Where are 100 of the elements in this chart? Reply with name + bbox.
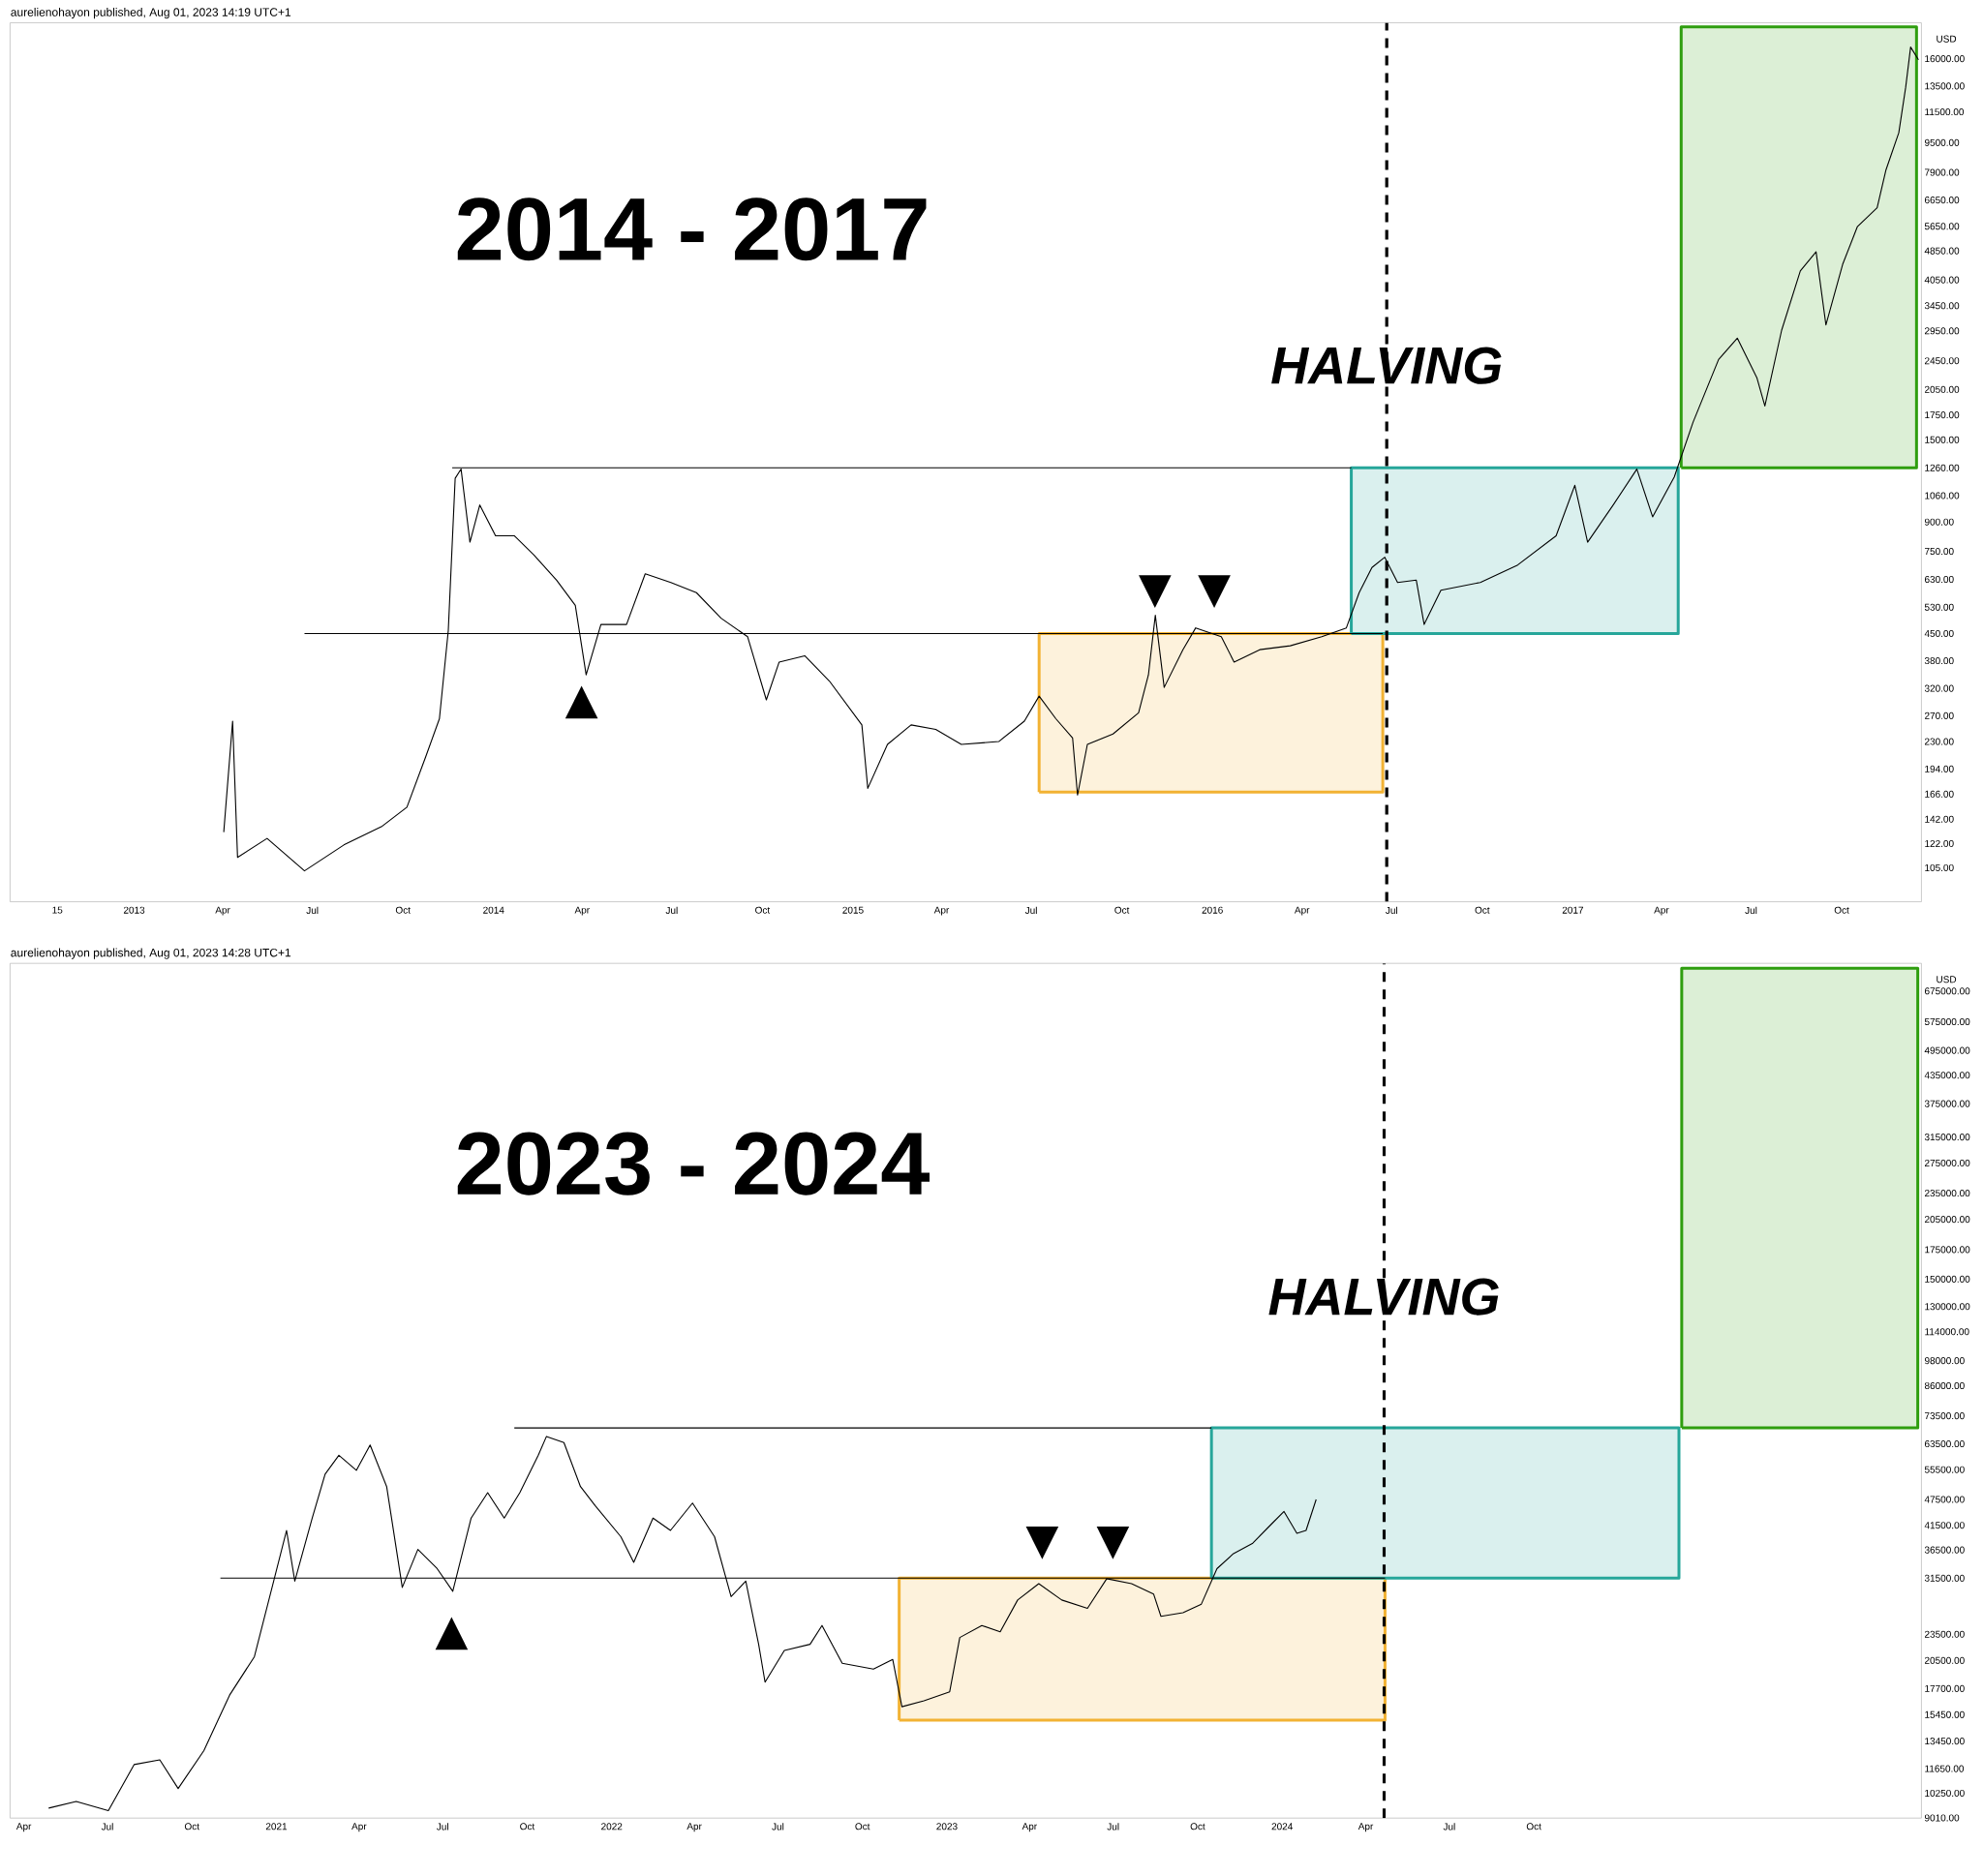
x-tick-label: Jul xyxy=(665,906,678,914)
annotation: ▼ xyxy=(1025,1526,1059,1559)
y-tick-label: 122.00 xyxy=(1925,839,1954,848)
x-tick-label: Oct xyxy=(520,1823,535,1831)
annotation: ▼ xyxy=(1139,575,1172,608)
y-tick-label: 2050.00 xyxy=(1925,385,1960,393)
y-tick-label: 41500.00 xyxy=(1924,1522,1965,1529)
y-tick-label: 450.00 xyxy=(1924,629,1954,637)
y-tick-label: 15450.00 xyxy=(1925,1710,1965,1718)
text: 2023 - 2024 xyxy=(457,1132,930,1195)
annotation: ▼ xyxy=(1096,1526,1130,1559)
annotation: ▲ xyxy=(435,1617,469,1650)
y-tick-label: 10250.00 xyxy=(1925,1789,1965,1797)
x-tick-label: 2015 xyxy=(842,906,864,914)
y-tick-label: 230.00 xyxy=(1925,738,1954,745)
x-tick-label: 2024 xyxy=(1271,1823,1294,1831)
x-tick-label: Oct xyxy=(1834,906,1849,914)
y-tick-label: 175000.00 xyxy=(1925,1246,1970,1254)
x-tick-label: Jul xyxy=(1745,906,1757,914)
x-tick-label: Apr xyxy=(215,906,230,916)
x-tick-label: Oct xyxy=(395,906,411,914)
annotation: ▲ xyxy=(564,685,598,719)
y-tick-label: 205000.00 xyxy=(1924,1216,1970,1224)
y-tick-label: 750.00 xyxy=(1925,547,1954,556)
y-tick-label: 1500.00 xyxy=(1925,436,1960,443)
x-tick-label: 2021 xyxy=(265,1823,288,1831)
y-tick-label: 315000.00 xyxy=(1924,1134,1970,1141)
x-tick-label: 2016 xyxy=(1202,906,1223,914)
y-tick-label: 73500.00 xyxy=(1924,1412,1965,1420)
y-tick-label: 1750.00 xyxy=(1925,411,1960,419)
y-tick-label: 31500.00 xyxy=(1924,1574,1965,1582)
y-tick-label: 105.00 xyxy=(1925,863,1954,871)
x-tick-label: Apr xyxy=(1022,1823,1037,1832)
x-tick-label: Apr xyxy=(351,1823,367,1832)
x-tick-label: 15 xyxy=(52,906,63,914)
y-tick-label: 1060.00 xyxy=(1925,492,1960,499)
y-tick-label: 675000.00 xyxy=(1924,987,1970,995)
y-tick-label: 2450.00 xyxy=(1925,357,1960,365)
y-tick-label: 1260.00 xyxy=(1925,464,1960,471)
x-tick-label: Jul xyxy=(101,1823,113,1831)
y-tick-label: 530.00 xyxy=(1924,603,1954,611)
x-tick-label: 2017 xyxy=(1562,906,1584,914)
y-tick-label: 13500.00 xyxy=(1925,82,1965,90)
y-tick-label: 13450.00 xyxy=(1925,1738,1965,1745)
y-tick-label: 495000.00 xyxy=(1924,1046,1970,1054)
y-axis-title: USD xyxy=(1937,976,1957,983)
ref-line-label: HALVING xyxy=(1271,347,1502,384)
y-tick-label: 900.00 xyxy=(1924,518,1954,526)
x-tick-label: Oct xyxy=(755,906,771,914)
x-tick-label: 2022 xyxy=(601,1823,623,1831)
y-tick-label: 166.00 xyxy=(1925,790,1954,798)
y-tick-label: 575000.00 xyxy=(1924,1017,1970,1026)
y-tick-label: 9010.00 xyxy=(1924,1814,1960,1822)
x-tick-label: Oct xyxy=(855,1823,870,1831)
y-tick-label: 47500.00 xyxy=(1924,1496,1965,1503)
y-tick-label: 3450.00 xyxy=(1924,302,1960,310)
y-tick-label: 17700.00 xyxy=(1925,1684,1965,1692)
y-tick-label: 130000.00 xyxy=(1925,1303,1970,1311)
y-tick-label: 114000.00 xyxy=(1925,1328,1969,1336)
x-tick-label: Apr xyxy=(933,906,950,916)
y-tick-label: 23500.00 xyxy=(1924,1630,1965,1638)
x-tick-label: Oct xyxy=(1475,906,1490,914)
y-tick-label: 55500.00 xyxy=(1924,1466,1965,1473)
ref-line-label: HALVING xyxy=(1268,1278,1499,1316)
y-tick-label: 5650.00 xyxy=(1924,223,1960,230)
y-tick-label: 20500.00 xyxy=(1924,1656,1965,1664)
y-tick-label: 11500.00 xyxy=(1925,108,1965,116)
x-tick-label: Apr xyxy=(1654,906,1669,916)
y-tick-label: 36500.00 xyxy=(1924,1546,1965,1554)
chart-subtitle: aurelienohayon published, Aug 01, 2023 14:28 UTC+1 xyxy=(11,948,291,959)
y-tick-label: 275000.00 xyxy=(1924,1159,1970,1167)
y-tick-label: 270.00 xyxy=(1925,711,1954,719)
x-tick-label: Apr xyxy=(1358,1823,1374,1832)
y-tick-label: 16000.00 xyxy=(1925,55,1965,63)
x-tick-label: Jul xyxy=(1386,906,1398,914)
chart-subtitle: aurelienohayon published, Aug 01, 2023 14:19 UTC+1 xyxy=(11,7,291,19)
x-tick-label: Jul xyxy=(1107,1823,1119,1831)
y-tick-label: 150000.00 xyxy=(1925,1275,1970,1283)
x-tick-label: Oct xyxy=(1114,906,1130,914)
x-tick-label: Jul xyxy=(1024,906,1037,914)
x-tick-label: Jul xyxy=(772,1823,784,1831)
x-tick-label: Jul xyxy=(306,906,319,914)
x-tick-label: Apr xyxy=(686,1823,702,1832)
y-tick-label: 63500.00 xyxy=(1924,1439,1965,1448)
y-tick-label: 320.00 xyxy=(1924,684,1954,692)
x-tick-label: 2013 xyxy=(123,906,145,914)
x-tick-label: 2014 xyxy=(483,906,504,914)
x-tick-label: Apr xyxy=(574,906,590,916)
x-tick-label: Oct xyxy=(1526,1823,1541,1831)
y-tick-label: 6650.00 xyxy=(1925,197,1960,204)
y-tick-label: 86000.00 xyxy=(1924,1381,1965,1390)
x-tick-label: Jul xyxy=(1443,1823,1455,1831)
y-tick-label: 380.00 xyxy=(1924,657,1954,665)
y-tick-label: 4050.00 xyxy=(1924,276,1960,284)
y-tick-label: 2950.00 xyxy=(1925,327,1960,335)
y-tick-label: 7900.00 xyxy=(1925,168,1960,176)
y-tick-label: 435000.00 xyxy=(1924,1072,1970,1079)
x-tick-label: Oct xyxy=(1190,1823,1205,1831)
x-tick-label: Apr xyxy=(15,1823,32,1832)
y-tick-label: 194.00 xyxy=(1925,765,1954,772)
